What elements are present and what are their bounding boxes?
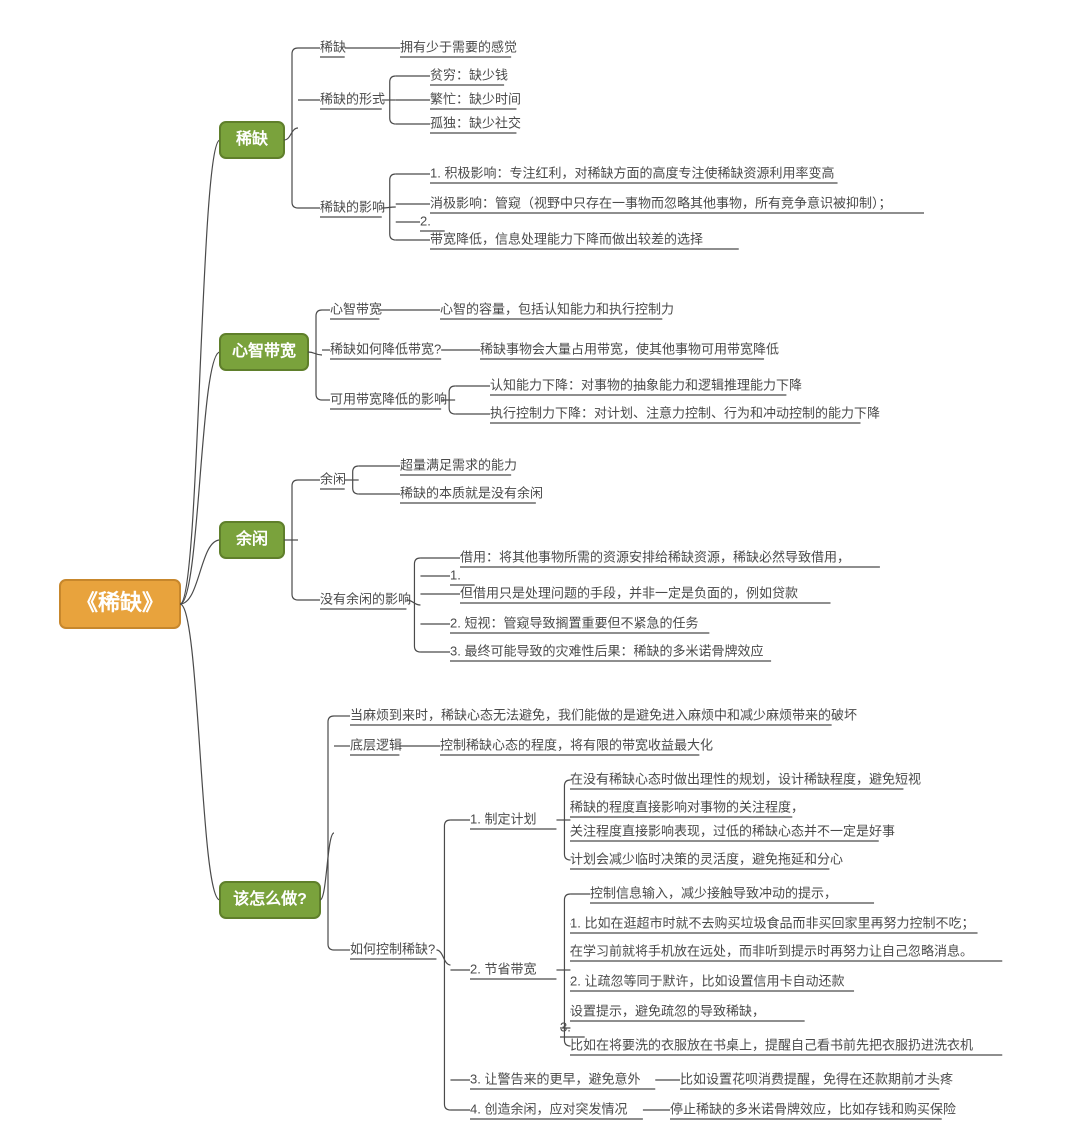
- leaf-label: 拥有少于需要的感觉: [400, 39, 517, 54]
- edge-root: [180, 604, 220, 900]
- topic-label: 如何控制稀缺?: [350, 941, 435, 956]
- category-label: 余闲: [235, 529, 268, 548]
- leaf-label: 关注程度直接影响表现，过低的稀缺心态并不一定是好事: [570, 823, 895, 838]
- topic-label: 可用带宽降低的影响: [330, 391, 447, 406]
- category-label: 该怎么做?: [233, 889, 307, 908]
- leaf-label: 计划会减少临时决策的灵活度，避免拖延和分心: [570, 851, 843, 866]
- leaf-label: 停止稀缺的多米诺骨牌效应，比如存钱和购买保险: [670, 1101, 956, 1116]
- topic-label: 稀缺如何降低带宽?: [330, 341, 441, 356]
- leaf-label: 2. 节省带宽: [470, 961, 536, 976]
- leaf-label: 借用：将其他事物所需的资源安排给稀缺资源，稀缺必然导致借用，: [460, 549, 850, 564]
- leaf-label: 消极影响：管窥（视野中只存在一事物而忽略其他事物，所有竞争意识被抑制）；: [430, 195, 892, 211]
- leaf-label: 孤独：缺少社交: [430, 115, 521, 130]
- mindmap-canvas: 《稀缺》 稀缺心智带宽余闲该怎么做? 稀缺 拥有少于需要的感觉稀缺的形式 贫穷：缺少钱繁…: [0, 0, 1080, 1148]
- edge-root: [180, 140, 220, 604]
- root-label: 《稀缺》: [76, 590, 164, 615]
- topic-label: 稀缺的形式: [320, 91, 385, 106]
- topic-label: 没有余闲的影响: [320, 591, 411, 606]
- edge-root: [180, 352, 220, 604]
- category-label: 稀缺: [236, 129, 269, 148]
- leaf-label: 设置提示，避免疏忽的导致稀缺，: [570, 1003, 765, 1018]
- leaf-label: 带宽降低，信息处理能力下降而做出较差的选择: [430, 231, 703, 246]
- topic-label: 稀缺的影响: [320, 199, 385, 214]
- leaf-label: 稀缺的程度直接影响对事物的关注程度，: [570, 799, 804, 814]
- leaf-label: 心智的容量，包括认知能力和执行控制力: [440, 301, 674, 316]
- leaf-label: 比如在将要洗的衣服放在书桌上，提醒自己看书前先把衣服扔进洗衣机: [570, 1037, 973, 1052]
- leaf-label: 稀缺的本质就是没有余闲: [400, 485, 543, 500]
- leaf-label: 3. 让警告来的更早，避免意外: [470, 1071, 640, 1086]
- leaf-label: 3. 最终可能导致的灾难性后果：稀缺的多米诺骨牌效应: [450, 643, 763, 658]
- leaf-label: 贫穷：缺少钱: [430, 67, 508, 82]
- leaf-label: 超量满足需求的能力: [400, 457, 517, 472]
- leaf-label: 比如设置花呗消费提醒，免得在还款期前才头疼: [680, 1071, 953, 1086]
- leaf-label: 但借用只是处理问题的手段，并非一定是负面的，例如贷款: [460, 585, 798, 600]
- leaf-label: 执行控制力下降：对计划、注意力控制、行为和冲动控制的能力下降: [490, 405, 880, 420]
- leaf-label: 2. 让疏忽等同于默许，比如设置信用卡自动还款: [570, 973, 844, 988]
- topic-label: 当麻烦到来时，稀缺心态无法避免，我们能做的是避免进入麻烦中和减少麻烦带来的破坏: [350, 707, 857, 722]
- leaf-label: 在没有稀缺心态时做出理性的规划，设计稀缺程度，避免短视: [570, 771, 921, 786]
- leaf-label: 繁忙：缺少时间: [430, 91, 521, 106]
- leaf-label: 1. 制定计划: [470, 811, 536, 826]
- leaf-label: 1.: [450, 567, 461, 582]
- leaf-label: 认知能力下降：对事物的抽象能力和逻辑推理能力下降: [490, 377, 802, 392]
- leaf-label: 控制稀缺心态的程度，将有限的带宽收益最大化: [440, 737, 713, 752]
- leaf-label: 在学习前就将手机放在远处，而非听到提示时再努力让自己忽略消息。: [570, 943, 973, 958]
- leaf-label: 1. 积极影响：专注红利，对稀缺方面的高度专注使稀缺资源利用率变高: [430, 165, 834, 180]
- topic-label: 心智带宽: [330, 301, 382, 316]
- leaf-label: 4. 创造余闲，应对突发情况: [470, 1101, 627, 1116]
- leaf-label: 2. 短视：管窥导致搁置重要但不紧急的任务: [450, 615, 698, 630]
- topic-label: 余闲: [320, 471, 346, 486]
- topic-label: 底层逻辑: [350, 737, 402, 752]
- category-label: 心智带宽: [232, 341, 296, 360]
- topic-label: 稀缺: [320, 39, 346, 54]
- leaf-label: 3.: [560, 1019, 571, 1034]
- leaf-label: 控制信息输入，减少接触导致冲动的提示，: [590, 885, 837, 900]
- leaf-label: 1. 比如在逛超市时就不去购买垃圾食品而非买回家里再努力控制不吃；: [570, 915, 974, 931]
- leaf-label: 2.: [420, 213, 431, 228]
- leaf-label: 稀缺事物会大量占用带宽，使其他事物可用带宽降低: [480, 341, 779, 356]
